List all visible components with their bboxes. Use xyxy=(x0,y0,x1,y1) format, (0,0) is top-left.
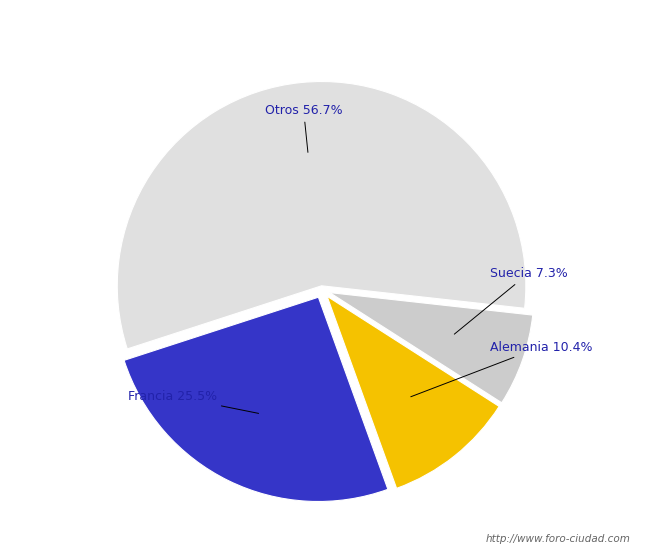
Wedge shape xyxy=(124,297,388,502)
Text: Francia 25.5%: Francia 25.5% xyxy=(128,389,259,414)
Wedge shape xyxy=(330,293,533,403)
Wedge shape xyxy=(327,296,499,488)
Text: Alemania 10.4%: Alemania 10.4% xyxy=(411,340,592,397)
Text: Suecia 7.3%: Suecia 7.3% xyxy=(454,267,567,334)
Text: http://www.foro-ciudad.com: http://www.foro-ciudad.com xyxy=(486,535,630,544)
Text: Sant Joan les Fonts - Turistas extranjeros según país - Abril de 2024: Sant Joan les Fonts - Turistas extranjer… xyxy=(54,21,596,37)
Wedge shape xyxy=(117,81,526,349)
Text: Otros 56.7%: Otros 56.7% xyxy=(265,103,343,152)
